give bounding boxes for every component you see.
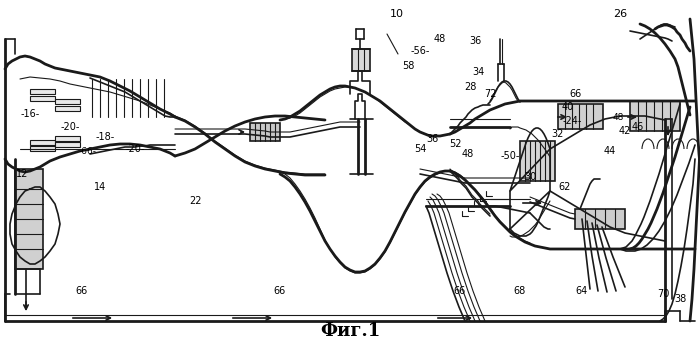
Text: -24-: -24- [562, 116, 582, 126]
Text: 12: 12 [16, 169, 28, 179]
Bar [55, 142, 80, 147]
Text: 28: 28 [464, 82, 476, 92]
Text: 10: 10 [390, 9, 404, 19]
Bar [55, 136, 80, 141]
Text: -56-: -56- [410, 46, 430, 56]
Bar [575, 209, 625, 229]
Text: 14: 14 [94, 182, 106, 192]
Text: 66: 66 [569, 89, 581, 99]
Text: -20-: -20- [125, 144, 145, 154]
Text: 36: 36 [426, 134, 438, 144]
Bar [630, 101, 680, 131]
Bar [30, 140, 55, 145]
Bar [55, 106, 80, 111]
Text: 66: 66 [274, 286, 286, 296]
Text: 26: 26 [613, 9, 627, 19]
Text: 64: 64 [576, 286, 588, 296]
Bar [30, 96, 55, 101]
Text: 38: 38 [674, 294, 686, 304]
Bar [30, 146, 55, 151]
Text: 30: 30 [524, 172, 536, 182]
Bar [30, 89, 55, 94]
Text: -20-: -20- [60, 122, 80, 132]
Text: -18-: -18- [95, 132, 115, 142]
Bar [520, 141, 555, 181]
Bar [352, 49, 370, 71]
Text: 48: 48 [434, 34, 446, 44]
Text: 62: 62 [559, 182, 571, 192]
Text: 48: 48 [462, 149, 474, 159]
Text: 70: 70 [657, 289, 669, 299]
Text: 40: 40 [562, 102, 574, 112]
Text: 72: 72 [484, 89, 496, 99]
Bar [558, 104, 603, 129]
Text: -50-: -50- [500, 151, 519, 161]
Bar [250, 123, 280, 141]
Text: 54: 54 [414, 144, 426, 154]
Text: 66: 66 [76, 286, 88, 296]
Text: 34: 34 [472, 67, 484, 77]
Text: 44: 44 [604, 146, 616, 156]
Text: 52: 52 [449, 139, 461, 149]
Text: Фиг.1: Фиг.1 [320, 322, 380, 340]
Text: 46: 46 [632, 122, 644, 132]
Text: -66-: -66- [79, 147, 97, 156]
Text: 58: 58 [402, 61, 414, 71]
Text: 42: 42 [619, 126, 631, 136]
Bar [15, 169, 43, 269]
Text: 48: 48 [612, 112, 624, 121]
Text: 22: 22 [189, 196, 202, 206]
Text: 32: 32 [552, 129, 564, 139]
Text: 68: 68 [514, 286, 526, 296]
Text: 36: 36 [469, 36, 481, 46]
Text: -16-: -16- [20, 109, 40, 119]
Bar [55, 99, 80, 104]
Text: 66: 66 [454, 286, 466, 296]
